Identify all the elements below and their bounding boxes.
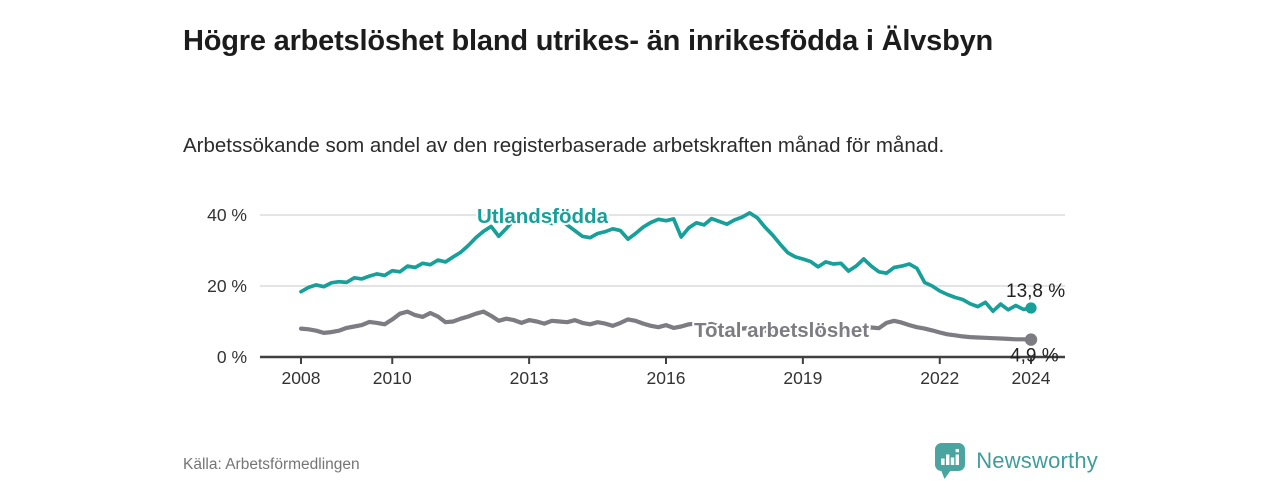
brand-name: Newsworthy <box>976 448 1098 473</box>
x-tick-label: 2008 <box>282 368 321 388</box>
end-value-label: 4,9 % <box>1010 346 1059 367</box>
x-tick-label: 2010 <box>373 368 412 388</box>
x-tick-label: 2024 <box>1012 368 1051 388</box>
y-tick-label: 40 % <box>207 205 247 225</box>
x-tick-label: 2019 <box>783 368 822 388</box>
end-value-label: 13,8 % <box>1006 281 1065 302</box>
x-tick-label: 2022 <box>920 368 959 388</box>
series-name-label: Utlandsfödda <box>477 205 609 228</box>
x-axis <box>260 355 1065 364</box>
series-end-dot <box>1024 333 1038 346</box>
axis-and-series-labels: 0 % 20 % 40 % 2008 2010 2013 2016 2019 2022 2024 1… <box>207 203 1065 388</box>
series-end-dot <box>1025 302 1037 314</box>
data-lines <box>298 211 1038 346</box>
y-tick-label: 20 % <box>207 276 247 296</box>
series-line-total <box>298 309 1034 342</box>
page-title: Högre arbetslöshet bland utrikes- än inr… <box>183 25 994 58</box>
bar-chart-speech-bubble-icon <box>935 443 966 479</box>
y-tick-label: 0 % <box>217 347 247 367</box>
x-tick-label: 2016 <box>647 368 686 388</box>
x-tick-label: 2013 <box>510 368 549 388</box>
source-caption: Källa: Arbetsförmedlingen <box>183 456 360 473</box>
newsworthy-logo[interactable]: Newsworthy <box>934 441 1098 481</box>
series-name-label: Total arbetslöshet <box>694 319 869 342</box>
series-line-utlandsfodda <box>299 211 1033 314</box>
chart-subtitle: Arbetssökande som andel av den registerb… <box>183 133 945 157</box>
